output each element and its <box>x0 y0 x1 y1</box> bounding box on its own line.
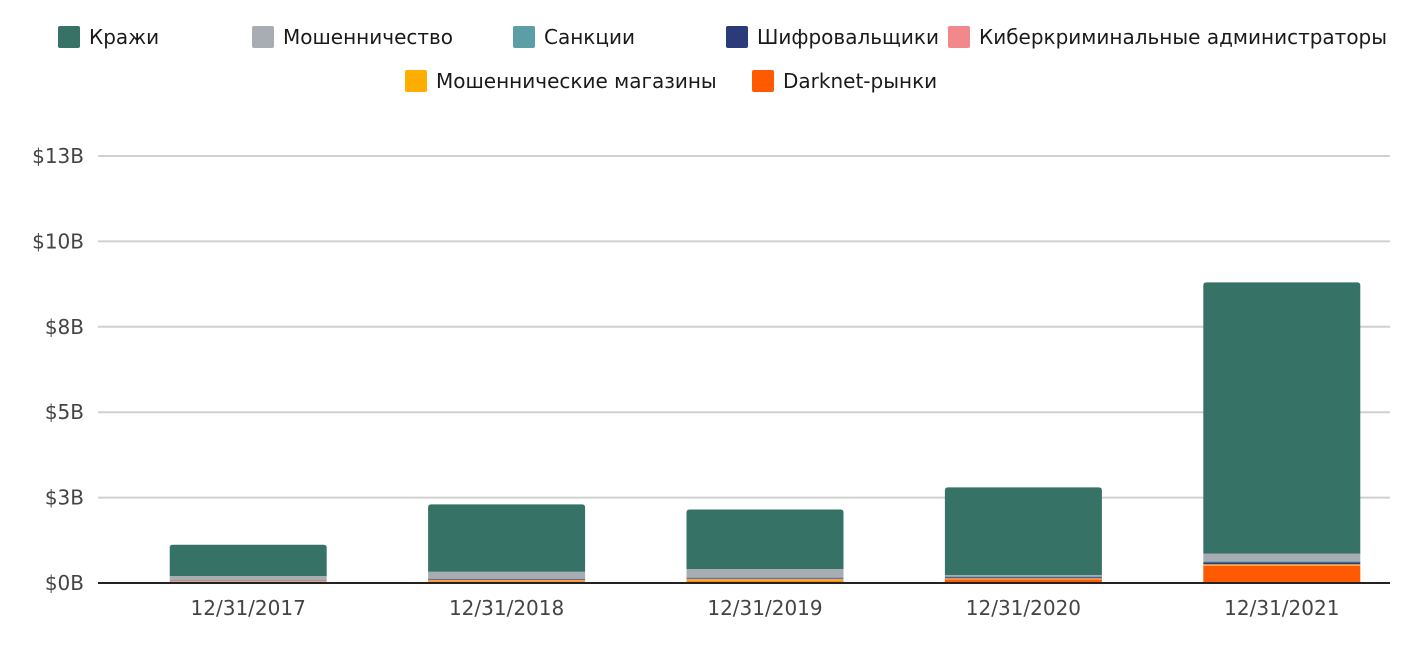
x-tick-label: 12/31/2020 <box>966 596 1081 620</box>
legend-swatch <box>726 26 748 48</box>
bar-segment-series-1 <box>686 579 844 582</box>
bar-segment-series-1 <box>944 578 1102 580</box>
bar-segment-series-2 <box>428 579 586 581</box>
legend-item: Darknet-рынки <box>752 69 937 93</box>
legend-swatch <box>58 26 80 48</box>
legend-label: Киберкриминальные администраторы <box>979 25 1387 49</box>
y-tick-label: $3B <box>45 486 84 510</box>
bar-segment-series-3 <box>1203 562 1361 565</box>
y-tick-label: $5B <box>45 400 84 424</box>
legend-label: Шифровальщики <box>757 25 939 49</box>
legend-item: Мошенничество <box>252 25 453 49</box>
legend-label: Санкции <box>544 25 635 49</box>
x-tick-label: 12/31/2019 <box>707 596 822 620</box>
bar-segment-darknet <box>1203 565 1361 583</box>
legend: Кражи Мошенничество Санкции Шифровальщики Ки… <box>58 25 1387 93</box>
legend-item: Кражи <box>58 25 159 49</box>
bar-segment-series-6 <box>944 487 1102 576</box>
y-axis: $0B $3B $5B $8B $10B $13B <box>32 144 84 595</box>
bar-segment-series-4 <box>944 576 1102 578</box>
y-tick-label: $10B <box>32 229 84 253</box>
legend-item: Санкции <box>513 25 635 49</box>
legend-swatch <box>948 26 970 48</box>
bar-segment-series-3 <box>944 577 1102 579</box>
bar-stack <box>944 487 1102 583</box>
legend-swatch <box>513 26 535 48</box>
bar-segment-series-5 <box>428 571 586 579</box>
bar-stack <box>686 509 844 583</box>
bar-segment-series-2 <box>1203 564 1361 565</box>
y-tick-label: $13B <box>32 144 84 168</box>
legend-label: Мошеннические магазины <box>436 69 717 93</box>
bar-segment-series-2 <box>944 578 1102 579</box>
bar-segment-darknet <box>944 579 1102 583</box>
legend-swatch <box>752 70 774 92</box>
x-tick-label: 12/31/2018 <box>449 596 564 620</box>
bar-segment-series-3 <box>428 578 586 580</box>
bar-segment-series-4 <box>1203 561 1361 563</box>
bar-segment-series-5 <box>944 575 1102 577</box>
legend-swatch <box>252 26 274 48</box>
bar-segment-series-2 <box>169 580 327 582</box>
bar-segment-series-3 <box>686 578 844 579</box>
bar-segment-series-1 <box>428 580 586 582</box>
bar-stack <box>428 504 586 583</box>
legend-label: Мошенничество <box>283 25 453 49</box>
legend-item: Шифровальщики <box>726 25 939 49</box>
bar-segment-series-6 <box>1203 282 1361 554</box>
x-axis: 12/31/2017 12/31/2018 12/31/2019 12/31/2020… <box>191 596 1340 620</box>
bar-segment-series-4 <box>686 577 844 579</box>
legend-item: Киберкриминальные администраторы <box>948 25 1387 49</box>
bar-segment-series-5 <box>686 568 844 578</box>
legend-label: Darknet-рынки <box>783 69 937 93</box>
legend-swatch <box>405 70 427 92</box>
x-tick-label: 12/31/2017 <box>191 596 306 620</box>
y-tick-label: $8B <box>45 315 84 339</box>
bar-segment-series-6 <box>428 504 586 572</box>
bar-segment-series-2 <box>686 578 844 580</box>
legend-item: Мошеннические магазины <box>405 69 717 93</box>
bar-segment-series-6 <box>169 544 327 577</box>
grid-lines <box>98 155 1390 499</box>
bar-segment-series-5 <box>1203 553 1361 562</box>
bar-segment-series-1 <box>169 581 327 583</box>
x-tick-label: 12/31/2021 <box>1224 596 1339 620</box>
bar-stack <box>169 544 327 583</box>
bar-segment-series-4 <box>428 578 586 579</box>
bar-stack <box>1203 282 1361 583</box>
bar-segment-series-5 <box>169 576 327 581</box>
legend-label: Кражи <box>89 25 159 49</box>
bar-segment-series-6 <box>686 509 844 569</box>
y-tick-label: $0B <box>45 571 84 595</box>
bar-segment-series-1 <box>1203 564 1361 566</box>
